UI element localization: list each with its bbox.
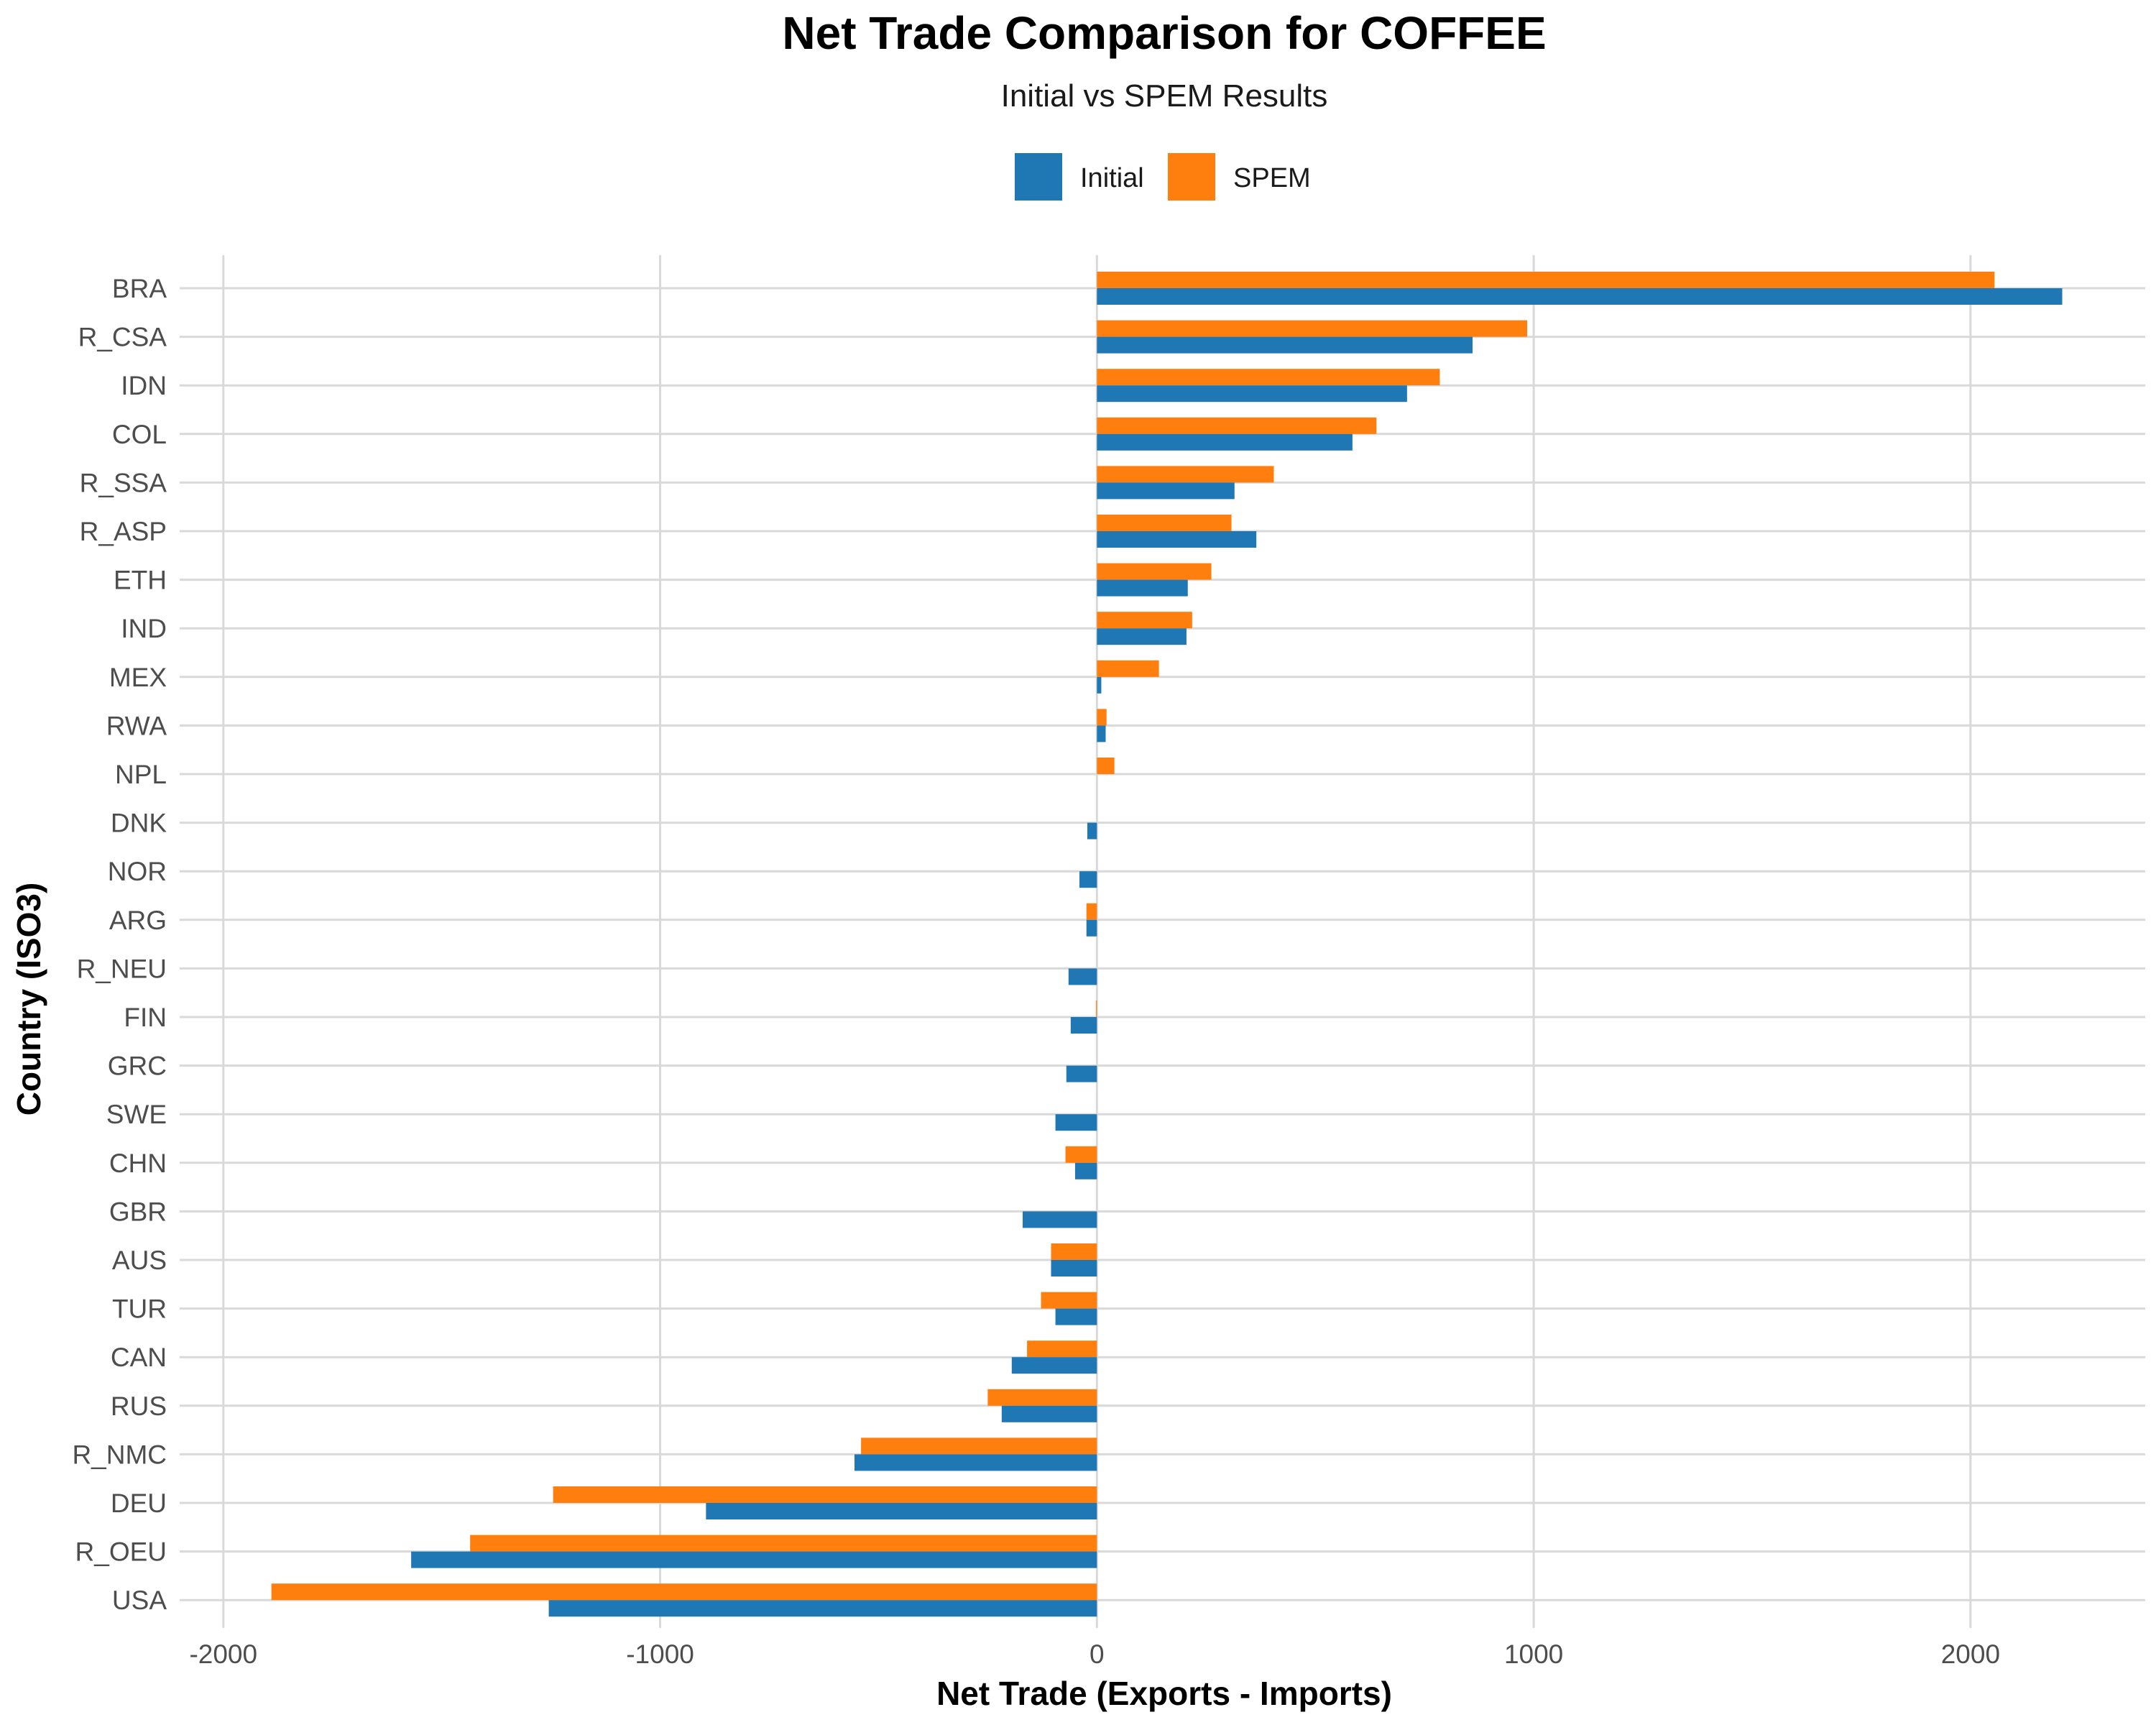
bar-spem-bra bbox=[1097, 272, 1995, 288]
bar-initial-swe bbox=[1055, 1114, 1097, 1131]
bar-spem-r-nmc bbox=[861, 1438, 1097, 1455]
x-tick-label: 1000 bbox=[1504, 1639, 1563, 1669]
bar-spem-can bbox=[1027, 1340, 1097, 1358]
bar-spem-fin bbox=[1096, 1000, 1097, 1017]
y-tick-label: IND bbox=[121, 614, 167, 643]
x-tick-label: -2000 bbox=[189, 1639, 257, 1669]
bar-spem-r-csa bbox=[1097, 320, 1527, 337]
bar-spem-rwa bbox=[1097, 709, 1107, 726]
bar-spem-tur bbox=[1041, 1292, 1097, 1309]
bar-initial-r-oeu bbox=[411, 1551, 1097, 1568]
bar-initial-chn bbox=[1074, 1162, 1097, 1179]
bar-spem-r-ssa bbox=[1097, 466, 1274, 483]
x-axis-labels: -2000 -1000 0 1000 2000 bbox=[189, 1639, 2000, 1669]
y-tick-label: R_SSA bbox=[80, 468, 167, 497]
y-tick-label: DNK bbox=[111, 809, 167, 838]
bar-initial-idn bbox=[1097, 385, 1407, 402]
bar-initial-r-csa bbox=[1097, 336, 1473, 354]
bar-spem-rus bbox=[987, 1389, 1097, 1406]
y-axis-labels: BRA R_CSA IDN COL R_SSA R_ASP ETH IND MEX RWA NPL D… bbox=[72, 274, 167, 1615]
x-tick-label: -1000 bbox=[626, 1639, 694, 1669]
bar-initial-nor bbox=[1079, 871, 1097, 888]
y-tick-label: R_CSA bbox=[78, 323, 167, 352]
bar-spem-mex bbox=[1097, 660, 1159, 677]
x-tick-label: 2000 bbox=[1941, 1639, 2000, 1669]
bar-initial-arg bbox=[1086, 919, 1097, 937]
bar-initial-bra bbox=[1097, 288, 2063, 305]
bar-spem-deu bbox=[553, 1486, 1097, 1503]
legend: Initial SPEM bbox=[1015, 153, 1311, 201]
legend-swatch-initial bbox=[1015, 153, 1062, 201]
y-axis-title: Country (ISO3) bbox=[10, 883, 47, 1116]
bar-spem-aus bbox=[1051, 1243, 1097, 1260]
bar-initial-usa bbox=[548, 1600, 1097, 1617]
y-tick-label: IDN bbox=[121, 371, 167, 400]
bar-initial-r-asp bbox=[1097, 531, 1257, 548]
bar-initial-r-neu bbox=[1068, 968, 1097, 985]
y-tick-label: GRC bbox=[108, 1052, 167, 1081]
y-tick-label: RUS bbox=[111, 1392, 167, 1421]
bar-spem-eth bbox=[1097, 563, 1212, 580]
bar-spem-ind bbox=[1097, 612, 1192, 629]
bar-spem-idn bbox=[1097, 369, 1440, 386]
bar-initial-tur bbox=[1055, 1308, 1097, 1325]
bar-initial-aus bbox=[1051, 1260, 1097, 1276]
bar-initial-deu bbox=[706, 1503, 1097, 1519]
y-tick-label: USA bbox=[112, 1586, 167, 1615]
y-tick-label: BRA bbox=[112, 274, 167, 303]
bar-initial-ind bbox=[1097, 628, 1187, 645]
y-tick-label: AUS bbox=[112, 1246, 167, 1275]
y-tick-label: DEU bbox=[111, 1489, 167, 1518]
y-tick-label: R_NEU bbox=[77, 954, 167, 983]
y-tick-label: GBR bbox=[109, 1197, 167, 1226]
bar-spem-arg bbox=[1086, 903, 1097, 920]
bar-initial-col bbox=[1097, 433, 1353, 451]
y-tick-label: R_OEU bbox=[75, 1537, 167, 1567]
bar-spem-chn bbox=[1065, 1146, 1097, 1163]
y-tick-label: R_ASP bbox=[80, 517, 167, 546]
y-tick-label: ETH bbox=[114, 566, 167, 595]
bar-initial-rwa bbox=[1097, 725, 1106, 742]
legend-label-initial: Initial bbox=[1080, 163, 1144, 193]
y-tick-label: CAN bbox=[111, 1343, 167, 1372]
bar-spem-r-asp bbox=[1097, 515, 1232, 531]
bar-initial-gbr bbox=[1023, 1211, 1097, 1228]
bar-initial-can bbox=[1011, 1357, 1097, 1374]
y-tick-label: MEX bbox=[109, 663, 167, 692]
bar-initial-grc bbox=[1066, 1065, 1097, 1082]
bar-initial-eth bbox=[1097, 579, 1188, 597]
bar-initial-rus bbox=[1001, 1405, 1097, 1422]
bar-spem-r-oeu bbox=[470, 1535, 1097, 1552]
chart-subtitle: Initial vs SPEM Results bbox=[1001, 78, 1328, 114]
bars bbox=[271, 272, 2063, 1617]
y-tick-label: TUR bbox=[112, 1294, 167, 1324]
bar-spem-usa bbox=[271, 1583, 1097, 1601]
y-tick-label: NOR bbox=[108, 857, 167, 886]
bar-initial-r-nmc bbox=[854, 1454, 1097, 1471]
y-tick-label: SWE bbox=[106, 1100, 167, 1129]
grid bbox=[180, 255, 2145, 1628]
bar-spem-col bbox=[1097, 417, 1377, 434]
x-tick-label: 0 bbox=[1089, 1639, 1105, 1669]
legend-label-spem: SPEM bbox=[1233, 163, 1311, 193]
bar-spem-npl bbox=[1097, 758, 1115, 774]
y-tick-label: ARG bbox=[109, 906, 167, 935]
legend-swatch-spem bbox=[1168, 153, 1215, 201]
bar-initial-fin bbox=[1070, 1017, 1097, 1034]
y-tick-label: R_NMC bbox=[72, 1440, 167, 1469]
y-tick-label: COL bbox=[112, 420, 167, 449]
bar-initial-dnk bbox=[1087, 822, 1097, 840]
bar-initial-mex bbox=[1097, 676, 1102, 694]
y-tick-label: FIN bbox=[124, 1003, 167, 1032]
bar-initial-r-ssa bbox=[1097, 482, 1235, 500]
chart-title: Net Trade Comparison for COFFEE bbox=[782, 7, 1546, 59]
y-tick-label: RWA bbox=[106, 711, 167, 740]
x-axis-title: Net Trade (Exports - Imports) bbox=[936, 1675, 1392, 1712]
y-tick-label: CHN bbox=[109, 1149, 167, 1178]
y-tick-label: NPL bbox=[115, 760, 167, 789]
